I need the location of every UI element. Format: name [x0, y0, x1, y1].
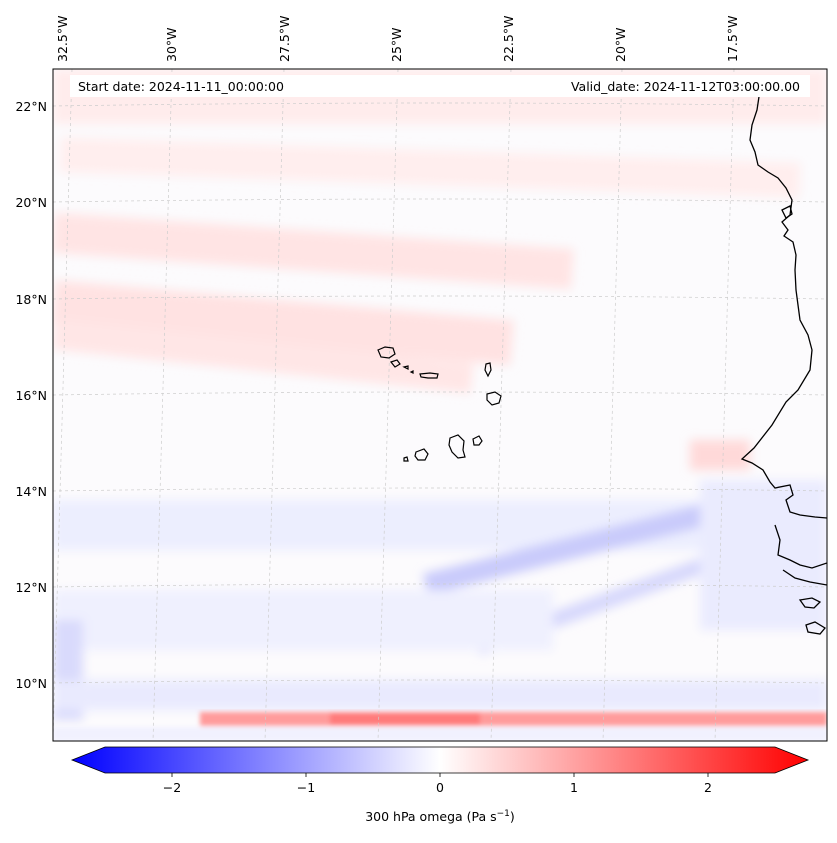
lat-label: 18°N: [15, 292, 47, 307]
map-frame: [52, 68, 828, 742]
colorbar-label-main: 300 hPa omega (Pa s: [365, 809, 496, 824]
colorbar-ticks: −2 −1 0 1 2: [163, 773, 712, 795]
graticule: [53, 69, 827, 741]
colorbar-label-exp: −1: [497, 809, 510, 819]
lon-label: 30°W: [164, 27, 179, 62]
lon-label: 27.5°W: [277, 16, 292, 62]
lat-label: 10°N: [15, 676, 47, 691]
colorbar-tick-label: 0: [436, 780, 444, 795]
longitude-labels: 32.5°W 30°W 27.5°W 25°W 22.5°W 20°W 17.5…: [55, 16, 740, 62]
lon-label: 17.5°W: [725, 16, 740, 62]
lat-label: 20°N: [15, 195, 47, 210]
colorbar-body: [70, 746, 810, 774]
lon-label: 20°W: [613, 27, 628, 62]
lon-label: 25°W: [389, 27, 404, 62]
colorbar-tick-label: −1: [297, 780, 315, 795]
colorbar-label: 300 hPa omega (Pa s−1): [365, 809, 515, 824]
lat-label: 14°N: [15, 484, 47, 499]
colorbar-tick-label: −2: [163, 780, 181, 795]
map-panel: [53, 69, 827, 741]
lon-label: 32.5°W: [55, 16, 70, 62]
colorbar-tick-label: 2: [704, 780, 712, 795]
colorbar: −2 −1 0 1 2 300 hPa omega (Pa s−1): [70, 746, 810, 824]
lon-label: 22.5°W: [501, 16, 516, 62]
start-date-label: Start date: 2024-11-11_00:00:00: [78, 79, 284, 94]
lat-label: 16°N: [15, 388, 47, 403]
lat-label: 22°N: [15, 99, 47, 114]
colorbar-label-suffix: ): [510, 809, 515, 824]
cape-verde-islands: [377, 346, 502, 462]
colorbar-tick-label: 1: [570, 780, 578, 795]
african-coastline: [740, 89, 827, 635]
lat-label: 12°N: [15, 580, 47, 595]
valid-date-label: Valid_date: 2024-11-12T03:00:00.00: [571, 79, 800, 94]
latitude-labels: 22°N 20°N 18°N 16°N 14°N 12°N 10°N: [15, 99, 47, 691]
